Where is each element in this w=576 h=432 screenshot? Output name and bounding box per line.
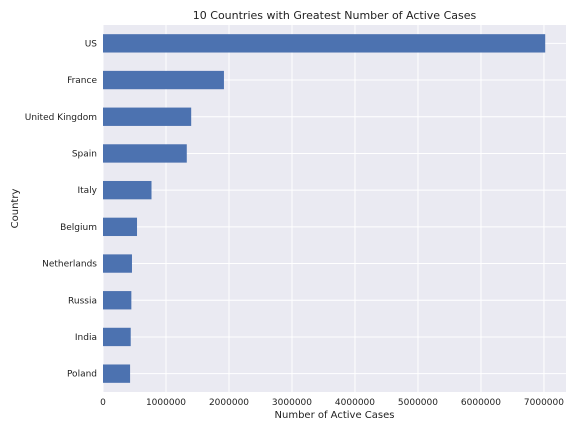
x-tick-label: 4000000 — [335, 398, 375, 408]
bar-russia — [103, 291, 132, 310]
bar-france — [103, 70, 224, 90]
y-tick-label: United Kingdom — [25, 113, 97, 123]
y-tick-label: Belgium — [60, 223, 97, 233]
y-axis-title: Country — [10, 189, 21, 229]
y-tick-label: India — [75, 333, 97, 343]
x-tick-label: 7000000 — [524, 398, 564, 408]
bar-india — [103, 327, 131, 347]
x-tick-label: 3000000 — [272, 398, 312, 408]
y-tick-label: France — [67, 76, 97, 86]
bar-us — [103, 34, 546, 53]
bar-netherlands — [103, 254, 132, 273]
x-tick-label: 6000000 — [461, 398, 501, 408]
bar-belgium — [103, 217, 138, 237]
y-tick-label: Poland — [67, 370, 97, 380]
x-tick-label: 1000000 — [146, 398, 186, 408]
y-tick-labels: US France United Kingdom Spain Italy Belgium N… — [25, 39, 98, 379]
x-tick-label: 2000000 — [209, 398, 249, 408]
bar-united-kingdom — [103, 107, 192, 126]
chart-title: 10 Countries with Greatest Number of Act… — [193, 9, 477, 22]
x-tick-label: 5000000 — [398, 398, 438, 408]
x-axis-title: Number of Active Cases — [275, 410, 395, 421]
y-tick-label: US — [85, 39, 98, 49]
y-tick-label: Netherlands — [42, 260, 97, 270]
bar-italy — [103, 180, 152, 200]
bar-spain — [103, 144, 187, 163]
bars — [103, 34, 546, 383]
y-tick-label: Italy — [77, 186, 97, 196]
x-tick-label: 0 — [100, 398, 106, 408]
y-tick-label: Spain — [72, 149, 97, 159]
x-tick-labels: 0 1000000 2000000 3000000 4000000 5000000 6000… — [100, 398, 564, 408]
y-tick-label: Russia — [68, 296, 97, 306]
bar-poland — [103, 364, 131, 383]
